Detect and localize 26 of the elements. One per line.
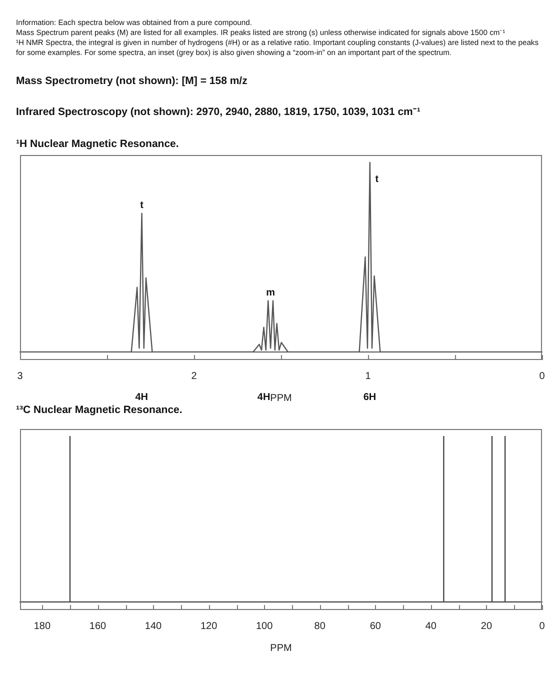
x-tick-label: 2	[191, 370, 198, 382]
x-tick-label: 3	[17, 370, 24, 382]
x-tick-label: 140	[144, 620, 162, 632]
x-axis-title: PPM	[270, 392, 292, 404]
x-axis-title: PPM	[270, 642, 292, 654]
x-tick-label: 60	[370, 620, 382, 632]
text: 4H	[257, 392, 270, 403]
text: 6H	[363, 392, 376, 403]
x-tick-label: 180	[34, 620, 51, 632]
annotation: t	[375, 174, 380, 185]
annotation: m	[266, 287, 276, 298]
x-tick-label: 80	[314, 620, 326, 632]
x-tick-label: 120	[200, 620, 218, 632]
chart-title: ¹³C Nuclear Magnetic Resonance.	[15, 404, 184, 418]
chart-title: ¹H Nuclear Magnetic Resonance.	[15, 138, 180, 152]
annotation: t	[140, 200, 144, 212]
text: Infrared Spectroscopy (not shown): 2970, 2940, 2880, 1819, 1750, 1039, 1031 cm⁻¹	[16, 105, 422, 118]
x-tick-label: 20	[480, 620, 492, 632]
text: Mass Spectrometry (not shown): [M] = 158 m/z	[16, 75, 248, 87]
x-tick-label: 1	[365, 370, 372, 382]
text: 4H	[135, 392, 148, 403]
x-tick-label: 160	[89, 620, 107, 632]
x-tick-label: 100	[256, 620, 274, 632]
x-tick-label: 0	[539, 620, 546, 632]
x-tick-label: 0	[539, 370, 546, 382]
x-tick-label: 40	[425, 620, 437, 632]
